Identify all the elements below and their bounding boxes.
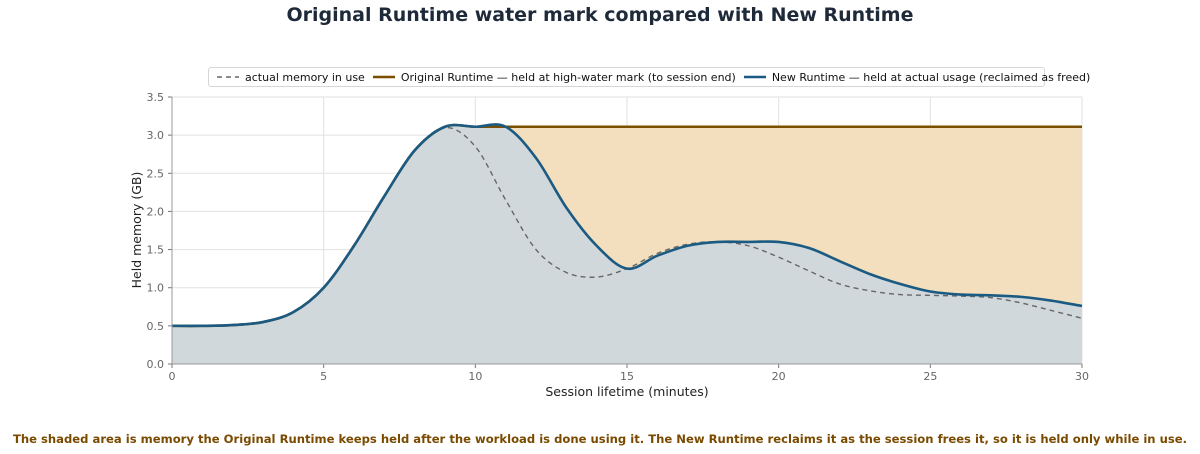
- axes: 0 5 10 15 20 25 30 0.0 0.5 1.0 1.5 2.0 2.5 3.0 3.5: [147, 91, 1090, 383]
- y-tick-label-0.0: 0.0: [147, 358, 165, 371]
- legend-label-new-runtime: New Runtime — held at actual usage (recl…: [771, 70, 1091, 84]
- x-tick-label-5: 5: [320, 370, 327, 383]
- y-axis-label: Held memory (GB): [129, 172, 144, 289]
- x-tick-label-20: 20: [772, 370, 786, 383]
- chart-annotation: The shaded area is memory the Original R…: [12, 432, 1188, 446]
- y-tick-label-3.0: 3.0: [147, 129, 165, 142]
- series-lines: [171, 123, 1083, 328]
- chart-title: Original Runtime water mark compared wit…: [286, 4, 914, 26]
- area-fills: [172, 124, 1082, 364]
- legend-swatch-new: [743, 75, 766, 79]
- y-tick-label-2.0: 2.0: [147, 205, 165, 218]
- y-tick-label-1.5: 1.5: [147, 244, 165, 257]
- legend-label-original-runtime: Original Runtime — held at high-water ma…: [400, 70, 736, 84]
- y-tick-label-3.5: 3.5: [147, 91, 165, 104]
- y-tick-label-2.5: 2.5: [147, 167, 165, 180]
- legend-item-original-runtime: Original Runtime — held at high-water ma…: [365, 71, 736, 84]
- x-tick-label-15: 15: [620, 370, 634, 383]
- series-line-new-runtime: [171, 123, 1083, 328]
- y-tick-label-1.0: 1.0: [147, 282, 165, 295]
- used-area-fill: [172, 124, 1082, 364]
- x-tick-label-0: 0: [169, 370, 176, 383]
- legend-item-actual-memory: actual memory in use: [209, 71, 365, 84]
- legend-swatch-original: [372, 75, 395, 79]
- legend-label-actual-memory: actual memory in use: [245, 70, 365, 84]
- y-tick-label-0.5: 0.5: [147, 320, 165, 333]
- x-tick-label-25: 25: [923, 370, 937, 383]
- chart-legend: actual memory in use Original Runtime — …: [208, 67, 1090, 87]
- legend-item-new-runtime: New Runtime — held at actual usage (recl…: [736, 71, 1090, 84]
- legend-swatch-dashed: [217, 76, 239, 78]
- x-tick-label-10: 10: [468, 370, 482, 383]
- x-axis-label: Session lifetime (minutes): [545, 384, 708, 399]
- x-tick-label-30: 30: [1075, 370, 1089, 383]
